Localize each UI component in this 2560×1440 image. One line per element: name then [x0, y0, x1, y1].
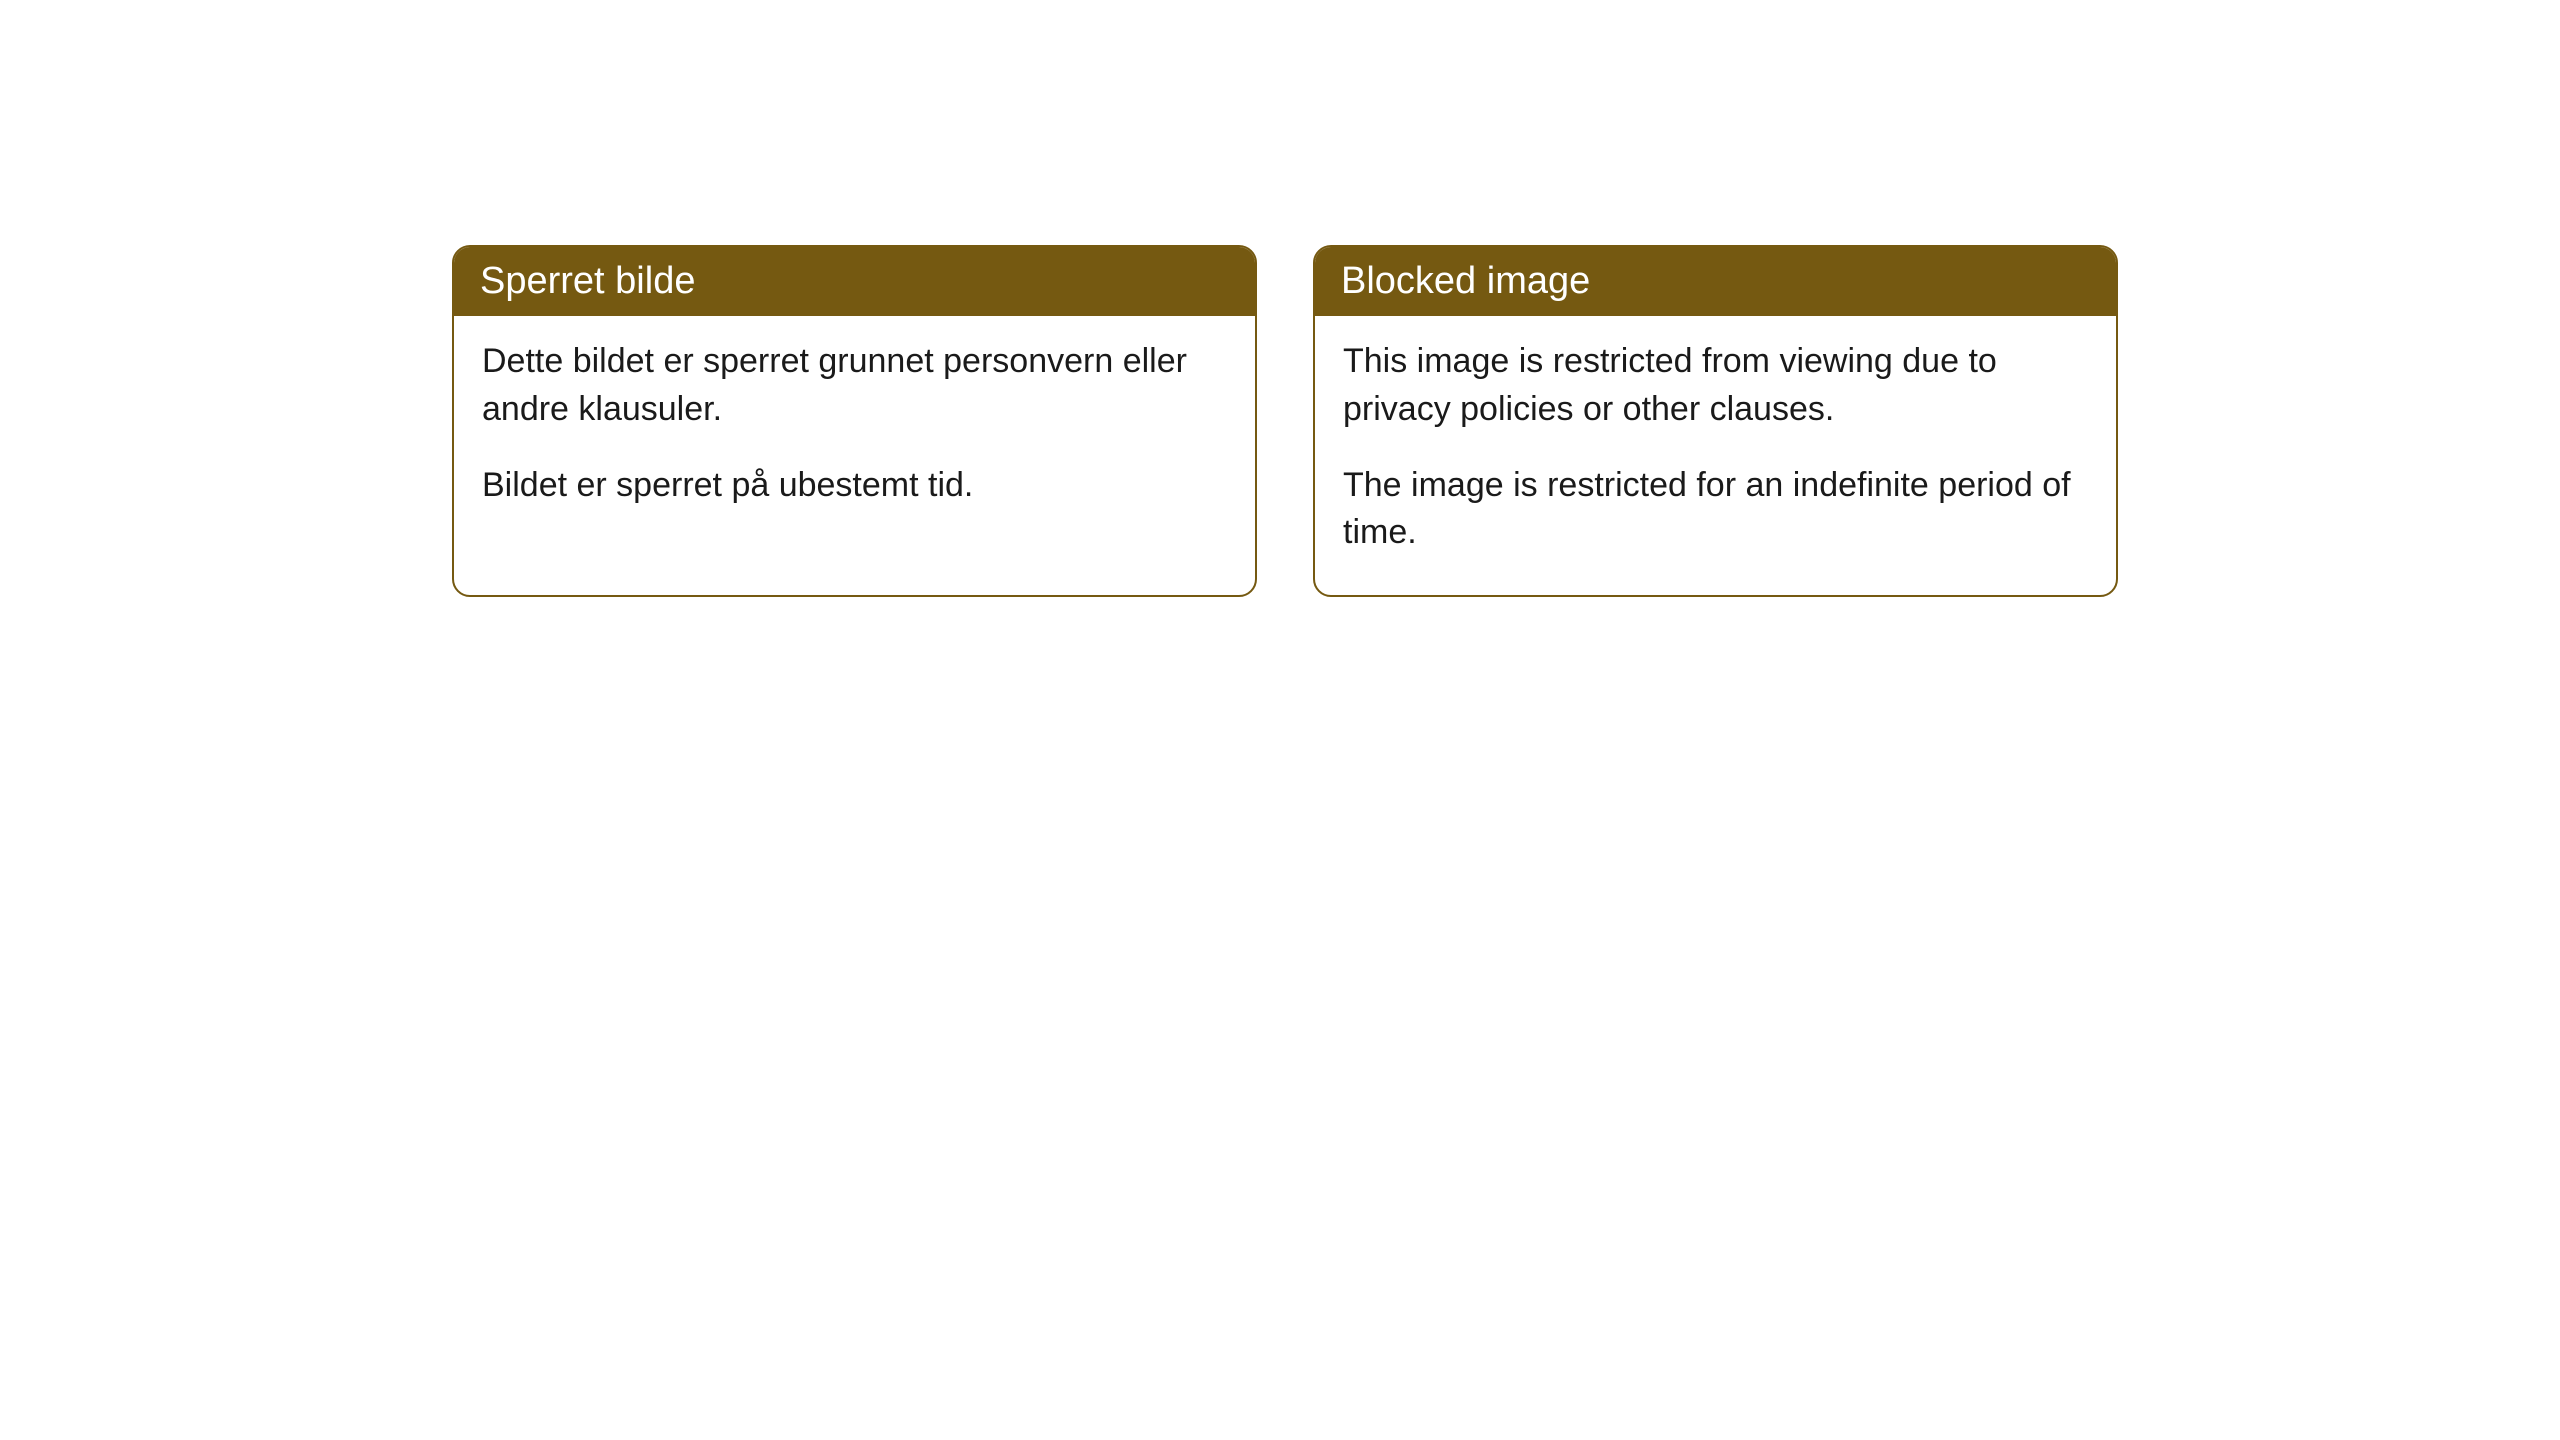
card-text-line: This image is restricted from viewing du… [1343, 338, 2088, 433]
notice-card-english: Blocked image This image is restricted f… [1313, 245, 2118, 597]
card-header: Blocked image [1315, 247, 2116, 316]
card-body: This image is restricted from viewing du… [1315, 316, 2116, 594]
card-text-line: The image is restricted for an indefinit… [1343, 462, 2088, 557]
card-text-line: Bildet er sperret på ubestemt tid. [482, 462, 1227, 510]
notice-card-norwegian: Sperret bilde Dette bildet er sperret gr… [452, 245, 1257, 597]
card-body: Dette bildet er sperret grunnet personve… [454, 316, 1255, 547]
card-header: Sperret bilde [454, 247, 1255, 316]
notice-cards-container: Sperret bilde Dette bildet er sperret gr… [452, 245, 2118, 597]
card-text-line: Dette bildet er sperret grunnet personve… [482, 338, 1227, 433]
